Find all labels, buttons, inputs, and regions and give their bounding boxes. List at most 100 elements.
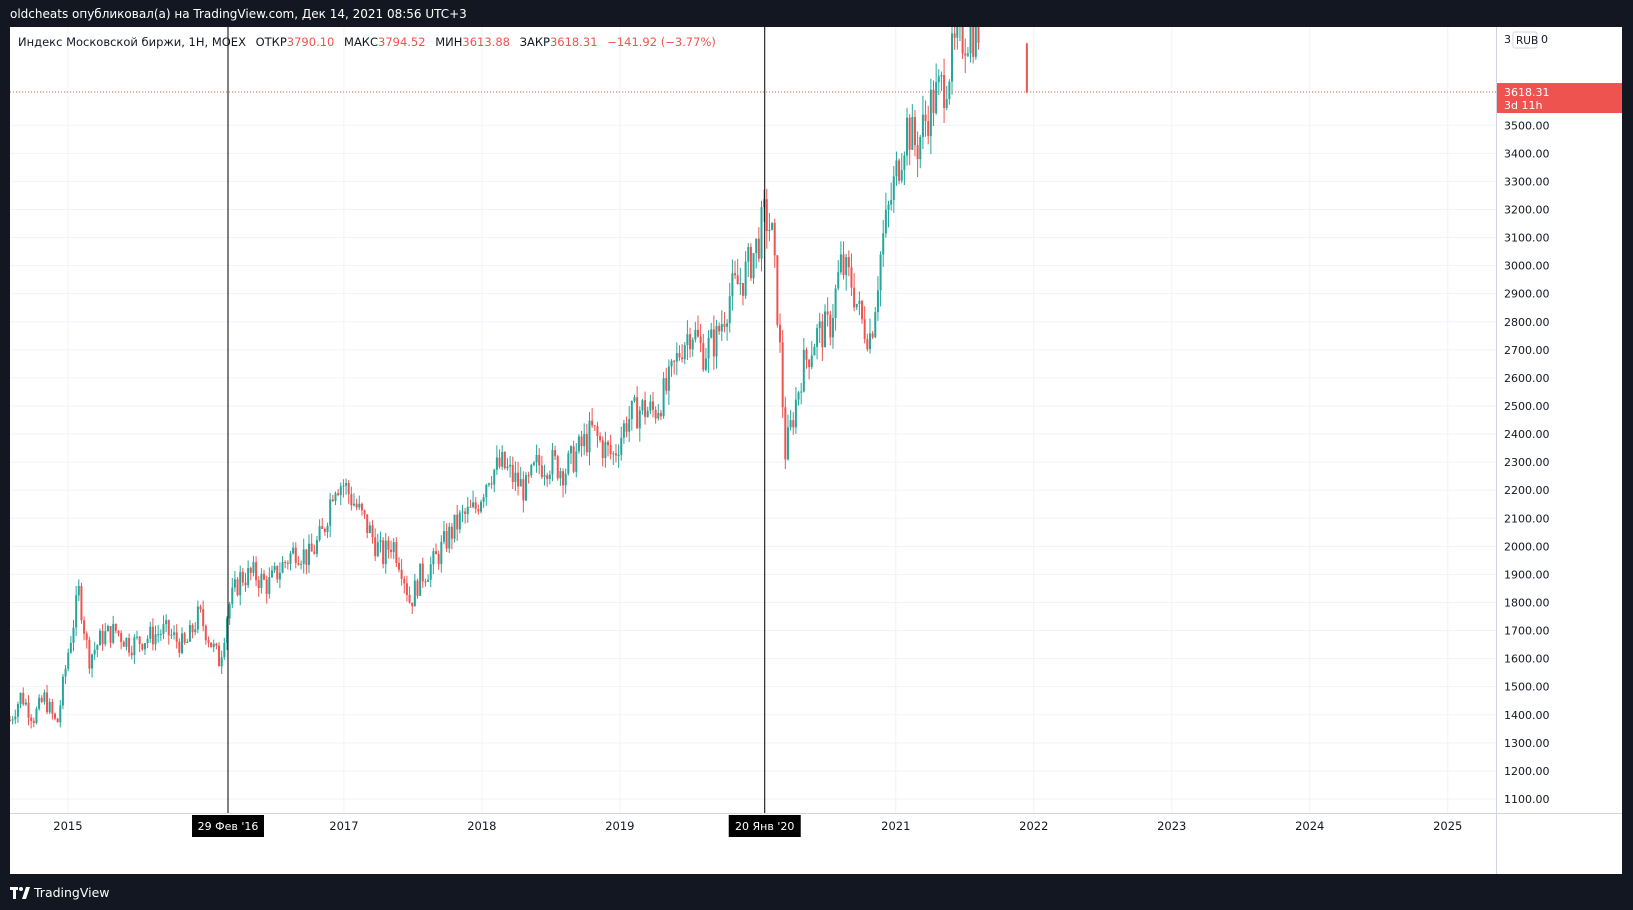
candle-body (151, 626, 154, 645)
candle-body (315, 540, 318, 554)
price-tick-label: 1100.00 (1504, 793, 1550, 806)
candle-body (802, 349, 805, 392)
candle-body (249, 567, 252, 573)
candle-body (244, 582, 247, 586)
candle-body (458, 512, 461, 530)
candle-body (225, 618, 228, 643)
candle-body (773, 222, 776, 256)
candle-body (38, 697, 41, 709)
candle-body (937, 76, 940, 83)
candle-body (652, 401, 655, 410)
candle-body (577, 436, 580, 452)
candle-body (392, 542, 395, 553)
candle-body (85, 633, 88, 640)
candle-body (278, 572, 281, 580)
candle-body (749, 247, 752, 279)
candle-body (284, 561, 287, 563)
candle-body (604, 441, 607, 458)
candle-body (323, 528, 326, 533)
candle-body (321, 526, 324, 529)
candle-body (318, 526, 321, 541)
time-tick-label: 2022 (1019, 819, 1048, 833)
candle-body (59, 705, 62, 723)
candle-body (56, 718, 59, 723)
candle-body (943, 75, 946, 108)
candle-body (731, 273, 734, 297)
candle-body (781, 342, 784, 408)
price-tick-label: 2700.00 (1504, 344, 1550, 357)
candle-body (630, 400, 633, 420)
candle-body (569, 446, 572, 454)
tradingview-logo[interactable]: TradingView (10, 885, 110, 900)
candle-body (710, 329, 713, 338)
candle-body (683, 345, 686, 360)
candle-body (239, 571, 242, 596)
price-tick-label: 1900.00 (1504, 568, 1550, 581)
candle-body (350, 494, 353, 506)
candle-body (263, 573, 266, 580)
candle-body (514, 472, 517, 482)
candle-body (302, 549, 305, 564)
candle-body (154, 634, 157, 645)
candle-body (919, 136, 922, 160)
candle-body (191, 625, 194, 633)
candle-body (345, 483, 348, 486)
candle-body (694, 329, 697, 340)
candle-body (294, 547, 297, 564)
candle-body (681, 357, 684, 360)
candle-body (339, 486, 342, 495)
time-tick-label: 2019 (605, 819, 634, 833)
candle-body (543, 475, 546, 477)
candle-body (255, 562, 258, 581)
candle-body (477, 508, 480, 512)
candle-body (654, 409, 657, 419)
candle-body (19, 692, 22, 705)
candle-body (588, 420, 591, 453)
candlestick-chart[interactable]: 29 Фев '16 20 Янв '20 1100.00 1200.00 1300.… (10, 27, 1622, 874)
candle-body (673, 360, 676, 362)
candle-body (792, 420, 795, 428)
candle-body (874, 312, 877, 338)
candle-body (506, 466, 509, 469)
candle-body (265, 579, 268, 594)
candle-body (845, 257, 848, 275)
candle-body (511, 464, 514, 482)
candle-body (900, 170, 903, 181)
currency-button (1512, 31, 1538, 49)
candle-body (636, 397, 639, 429)
candle-body (120, 633, 123, 642)
candle-body (689, 334, 692, 350)
candle-body (133, 637, 136, 656)
candle-body (313, 551, 316, 554)
candle-body (649, 401, 652, 411)
candle-body (866, 339, 869, 350)
candle-body (898, 160, 901, 181)
candle-body (646, 410, 649, 418)
candle-body (585, 433, 588, 453)
candle-body (136, 636, 139, 638)
candle-body (572, 446, 575, 472)
price-tick-label: 2400.00 (1504, 428, 1550, 441)
price-tag-value: 3618.31 (1504, 86, 1550, 99)
candle-body (16, 704, 19, 717)
axes: 1100.00 1200.00 1300.00 1400.00 1500.00 1600.… (10, 27, 1622, 874)
candle-body (839, 254, 842, 273)
candle-body (789, 420, 792, 428)
candle-body (612, 453, 615, 455)
candle-body (895, 160, 898, 177)
candle-body (220, 657, 223, 667)
candle-body (408, 595, 411, 603)
candle-body (546, 475, 549, 479)
candle-body (628, 419, 631, 432)
candle-body (411, 602, 414, 607)
candle-body (310, 543, 313, 552)
candle-body (847, 257, 850, 268)
chart-area[interactable]: 29 Фев '16 20 Янв '20 1100.00 1200.00 1300.… (10, 27, 1622, 874)
candle-body (665, 378, 668, 391)
candle-body (956, 27, 959, 38)
candle-body (456, 514, 459, 530)
candle-body (498, 457, 501, 467)
candle-body (800, 391, 803, 393)
candle-body (130, 652, 133, 656)
candle-body (424, 581, 427, 583)
